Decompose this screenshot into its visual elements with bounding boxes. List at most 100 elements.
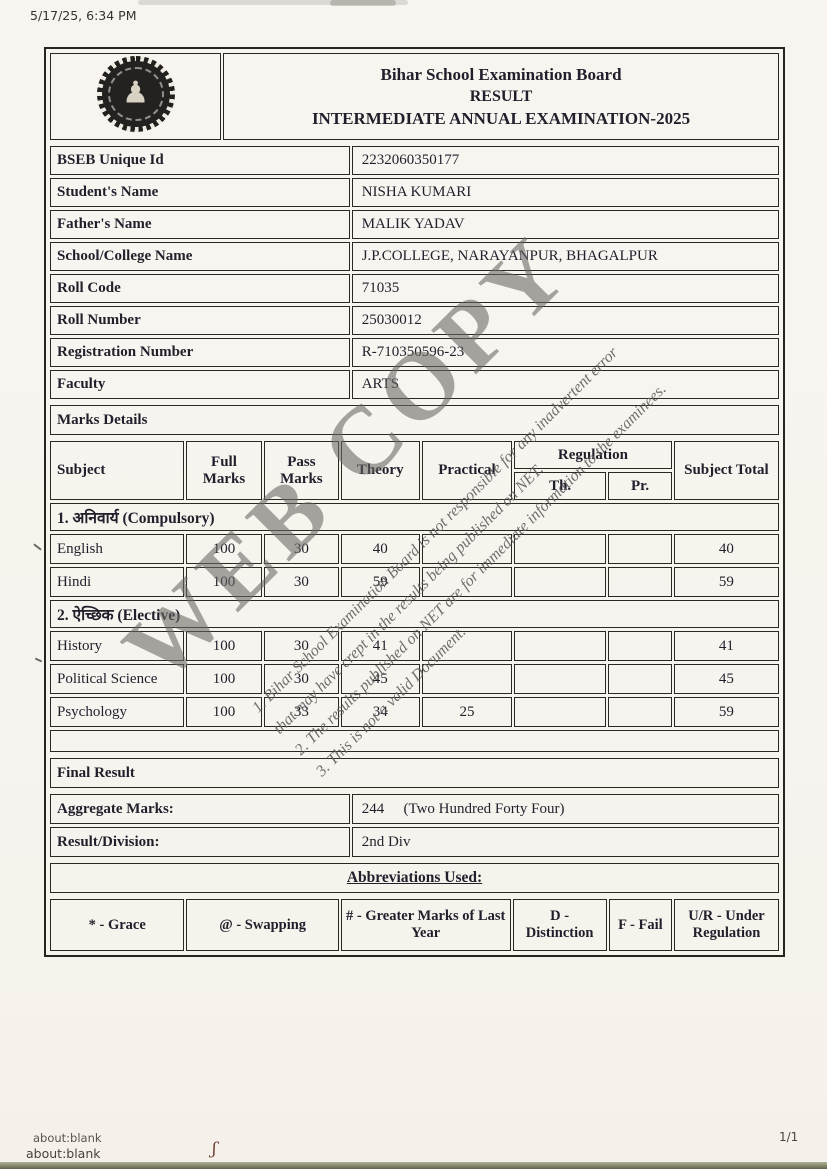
- regulation-pr: [608, 567, 672, 597]
- info-value: ARTS: [351, 370, 779, 399]
- full-marks: 100: [185, 567, 263, 597]
- table-row: Father's Name MALIK YADAV: [50, 210, 779, 239]
- pass-marks: 30: [264, 631, 339, 661]
- subject-total: 45: [673, 664, 779, 694]
- pen-mark-artifact: [33, 543, 42, 551]
- col-header-full-marks: Full Marks: [185, 441, 263, 500]
- table-row: Political Science 100 30 45 45: [50, 664, 779, 694]
- result-document: ♟ Bihar School Examination Board RESULT …: [44, 47, 785, 957]
- marks-table: Subject Full Marks Pass Marks Theory Pra…: [48, 438, 781, 755]
- theory-marks: 45: [340, 664, 420, 694]
- col-header-subject: Subject: [50, 441, 184, 500]
- abbreviations-title-table: Abbreviations Used:: [48, 860, 781, 896]
- subject-total: 59: [673, 567, 779, 597]
- info-value: R-710350596-23: [351, 338, 779, 367]
- scan-edge-band: [0, 1162, 827, 1169]
- abbreviations-title: Abbreviations Used:: [346, 869, 483, 886]
- subject-total: 40: [673, 534, 779, 564]
- abbr-greater-marks: # - Greater Marks of Last Year: [340, 899, 511, 951]
- table-row: Student's Name NISHA KUMARI: [50, 178, 779, 207]
- table-row: School/College Name J.P.COLLEGE, NARAYAN…: [50, 242, 779, 271]
- practical-marks: [421, 567, 512, 597]
- seal-dashed-ring: [107, 67, 164, 121]
- marks-subheader-row: Th. Pr.: [50, 472, 779, 500]
- full-marks: 100: [185, 664, 263, 694]
- regulation-th: [514, 567, 607, 597]
- pen-squiggle-artifact: ʃ: [212, 1139, 217, 1159]
- print-timestamp: 5/17/25, 6:34 PM: [30, 8, 137, 23]
- aggregate-number: 244: [361, 800, 385, 817]
- pen-mark-artifact: [34, 657, 43, 663]
- subject-name: Psychology: [50, 697, 184, 727]
- logo-cell: ♟: [50, 53, 222, 140]
- group-label: 1. अनिवार्य (Compulsory): [50, 503, 779, 531]
- table-row: Aggregate Marks: 244 (Two Hundred Forty …: [50, 794, 779, 824]
- abbreviations-row: * - Grace @ - Swapping # - Greater Marks…: [50, 899, 779, 951]
- table-row: Faculty ARTS: [50, 370, 779, 399]
- result-label: RESULT: [469, 87, 533, 105]
- abbr-distinction: D - Distinction: [512, 899, 607, 951]
- abbr-grace: * - Grace: [50, 899, 185, 951]
- regulation-pr: [608, 664, 672, 694]
- full-marks: 100: [185, 631, 263, 661]
- student-info-table: BSEB Unique Id 2232060350177 Student's N…: [48, 143, 781, 402]
- board-name: Bihar School Examination Board: [380, 64, 622, 84]
- col-header-subject-total: Subject Total: [673, 441, 779, 500]
- final-result-table: Aggregate Marks: 244 (Two Hundred Forty …: [48, 791, 781, 860]
- info-label: Faculty: [50, 370, 350, 399]
- aggregate-words: (Two Hundred Forty Four): [403, 800, 565, 817]
- marks-details-title: Marks Details: [50, 405, 779, 435]
- regulation-th: [514, 664, 607, 694]
- empty-spacer-row: [50, 730, 779, 752]
- aggregate-marks-label: Aggregate Marks:: [50, 794, 350, 824]
- table-row: Registration Number R-710350596-23: [50, 338, 779, 367]
- info-label: Registration Number: [50, 338, 350, 367]
- info-value: MALIK YADAV: [351, 210, 779, 239]
- info-label: School/College Name: [50, 242, 350, 271]
- final-result-title: Final Result: [50, 758, 779, 788]
- abbreviations-table: * - Grace @ - Swapping # - Greater Marks…: [48, 896, 781, 954]
- result-division-value: 2nd Div: [351, 827, 779, 857]
- page-number: 1/1: [779, 1130, 799, 1144]
- aggregate-marks-value: 244 (Two Hundred Forty Four): [351, 794, 779, 824]
- info-value: J.P.COLLEGE, NARAYANPUR, BHAGALPUR: [351, 242, 779, 271]
- pass-marks: 30: [264, 534, 339, 564]
- pass-marks: 30: [264, 567, 339, 597]
- regulation-th: [514, 631, 607, 661]
- info-value: 71035: [351, 274, 779, 303]
- regulation-pr: [608, 631, 672, 661]
- practical-marks: [421, 534, 512, 564]
- info-label: Roll Code: [50, 274, 350, 303]
- result-division-label: Result/Division:: [50, 827, 350, 857]
- regulation-pr: [608, 697, 672, 727]
- regulation-th: [514, 697, 607, 727]
- abbreviations-title-cell: Abbreviations Used:: [50, 863, 779, 893]
- abbr-swapping: @ - Swapping: [186, 899, 339, 951]
- info-value: 25030012: [351, 306, 779, 335]
- table-row: Roll Number 25030012: [50, 306, 779, 335]
- col-header-practical: Practical: [421, 441, 512, 500]
- col-header-pass-marks: Pass Marks: [264, 441, 339, 500]
- abbr-fail: F - Fail: [608, 899, 672, 951]
- practical-marks: 25: [421, 697, 512, 727]
- full-marks: 100: [185, 534, 263, 564]
- subject-name: Hindi: [50, 567, 184, 597]
- theory-marks: 59: [340, 567, 420, 597]
- scan-artifact: [138, 0, 408, 5]
- header-table: ♟ Bihar School Examination Board RESULT …: [48, 50, 781, 143]
- info-value: NISHA KUMARI: [351, 178, 779, 207]
- col-header-regulation: Regulation: [514, 441, 672, 469]
- exam-title: INTERMEDIATE ANNUAL EXAMINATION-2025: [311, 108, 691, 128]
- marks-section-title-table: Marks Details: [48, 402, 781, 438]
- table-row: Psychology 100 33 34 25 59: [50, 697, 779, 727]
- subject-name: Political Science: [50, 664, 184, 694]
- regulation-pr: [608, 534, 672, 564]
- table-row: Hindi 100 30 59 59: [50, 567, 779, 597]
- regulation-th: [514, 534, 607, 564]
- group-row-compulsory: 1. अनिवार्य (Compulsory): [50, 503, 779, 531]
- subject-total: 59: [673, 697, 779, 727]
- empty-cell: [50, 730, 779, 752]
- footer-url-second: about:blank: [26, 1146, 101, 1161]
- marks-header-row: Subject Full Marks Pass Marks Theory Pra…: [50, 441, 779, 500]
